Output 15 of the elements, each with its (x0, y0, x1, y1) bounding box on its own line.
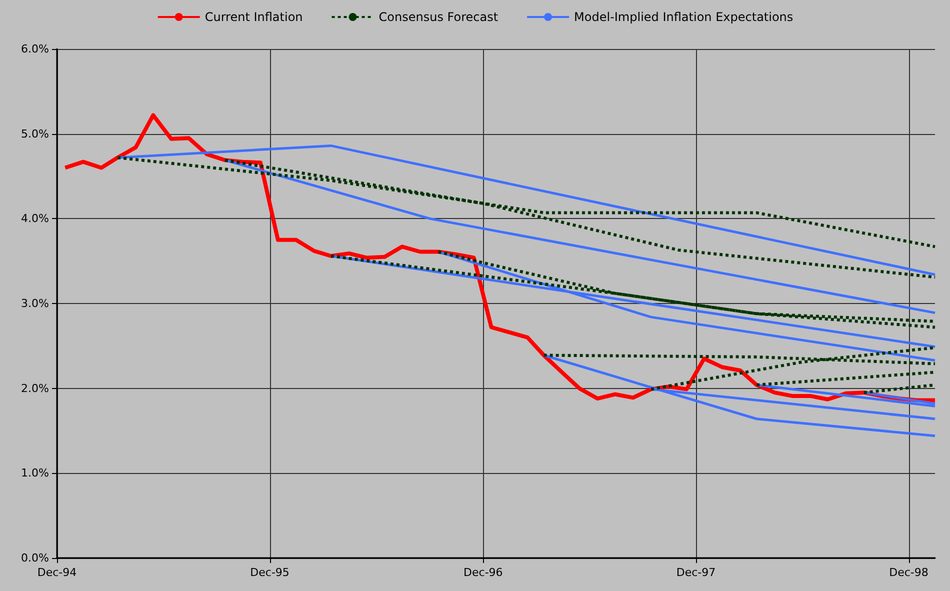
y-tick-label: 6.0% (21, 42, 49, 56)
x-tick-label: Dec-95 (250, 566, 290, 579)
legend-label: Consensus Forecast (378, 10, 498, 24)
legend-label: Current Inflation (204, 10, 303, 24)
y-tick-label: 1.0% (21, 466, 49, 480)
x-tick-label: Dec-98 (889, 566, 928, 579)
x-tick-label: Dec-97 (676, 566, 716, 579)
legend-label: Model-Implied Inflation Expectations (574, 10, 794, 24)
y-tick-label: 2.0% (21, 382, 49, 395)
y-tick-label: 0.0% (21, 552, 49, 564)
y-tick-label: 4.0% (21, 212, 49, 226)
x-tick-label: Dec-94 (37, 566, 77, 579)
x-tick-label: Dec-96 (464, 566, 503, 579)
y-tick-label: 5.0% (21, 127, 49, 140)
y-tick-label: 3.0% (21, 297, 49, 310)
